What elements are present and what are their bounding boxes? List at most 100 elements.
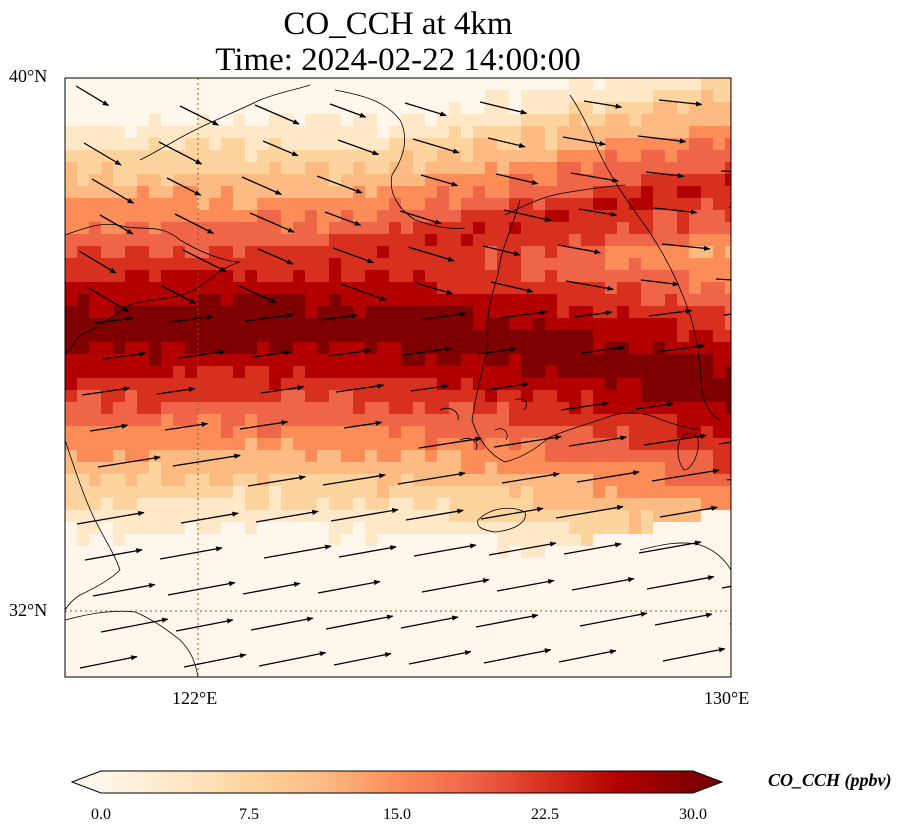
wind-arrow xyxy=(166,177,202,196)
wind-arrow xyxy=(659,505,718,518)
wind-arrow xyxy=(94,316,134,324)
wind-arrow xyxy=(651,468,720,482)
wind-arrow xyxy=(410,383,450,392)
wind-arrow xyxy=(255,509,319,523)
wind-arrow xyxy=(329,103,367,118)
wind-arrow xyxy=(573,310,613,318)
wind-arrow xyxy=(734,99,782,101)
wind-arrow xyxy=(728,206,731,208)
wind-arrow xyxy=(581,345,626,354)
wind-arrow xyxy=(340,283,387,301)
wind-arrow xyxy=(477,347,517,355)
wind-arrow xyxy=(496,579,555,592)
wind-arrow xyxy=(239,420,289,430)
wind-arrow xyxy=(250,616,314,631)
wind-arrow xyxy=(407,246,455,262)
wind-arrow xyxy=(418,436,482,449)
wind-arrow xyxy=(656,343,706,353)
wind-arrow xyxy=(164,421,209,431)
wind-arrow xyxy=(158,141,203,165)
wind-arrow xyxy=(732,367,770,372)
wind-arrow xyxy=(316,175,363,194)
wind-arrow xyxy=(92,583,156,597)
concentration-field xyxy=(65,78,731,677)
wind-arrow xyxy=(645,171,685,179)
wind-arrow xyxy=(78,250,117,274)
wind-arrow xyxy=(167,581,236,596)
wind-arrow xyxy=(726,478,731,481)
wind-arrow xyxy=(179,105,220,126)
wind-arrow xyxy=(402,346,452,356)
wind-arrow xyxy=(322,473,386,486)
wind-arrow xyxy=(161,285,197,305)
wind-arrow xyxy=(501,472,560,484)
wind-arrow xyxy=(488,541,557,556)
wind-arrow xyxy=(661,243,711,251)
wind-arrow xyxy=(646,575,715,590)
colorbar-tick-2: 15.0 xyxy=(383,806,411,823)
wind-arrow xyxy=(498,310,548,319)
wind-arrow xyxy=(405,508,464,521)
wind-arrow xyxy=(254,104,300,125)
wind-arrow xyxy=(404,102,447,117)
wind-arrow xyxy=(653,207,698,215)
coastline-yalu xyxy=(504,184,626,216)
wind-arrow xyxy=(576,470,640,483)
wind-arrow xyxy=(729,623,731,625)
wind-arrow xyxy=(423,311,468,320)
wind-arrow xyxy=(560,401,610,411)
wind-arrow xyxy=(262,140,299,157)
wind-arrow xyxy=(319,313,359,321)
wind-arrow xyxy=(182,249,227,272)
wind-arrow xyxy=(570,172,619,183)
wind-arrow xyxy=(638,540,702,554)
wind-arrow xyxy=(242,581,301,595)
wind-arrow xyxy=(483,648,552,664)
wind-arrow xyxy=(249,212,295,233)
coastlines xyxy=(65,84,731,677)
lat-tick-40n: 40°N xyxy=(9,66,48,86)
wind-arrow xyxy=(330,508,399,522)
wind-arrow xyxy=(738,647,805,660)
wind-arrow xyxy=(479,101,528,115)
wind-arrow xyxy=(735,506,797,517)
wind-arrow xyxy=(247,475,306,487)
wind-arrow xyxy=(102,351,147,360)
wind-arrow xyxy=(99,214,134,235)
wind-arrow xyxy=(635,401,675,410)
wind-arrow xyxy=(583,100,623,109)
wind-arrow xyxy=(183,653,247,668)
wind-arrow xyxy=(337,139,380,156)
wind-arrow xyxy=(263,544,332,559)
wind-arrow xyxy=(325,614,394,630)
wind-arrow xyxy=(558,649,617,663)
wind-arrow xyxy=(563,542,622,555)
wind-arrow xyxy=(83,142,122,166)
map-frame xyxy=(64,77,732,678)
wind-arrow xyxy=(408,650,472,665)
colorbar-tick-4: 30.0 xyxy=(679,806,707,823)
wind-arrow xyxy=(327,348,372,357)
coastline-korea-east xyxy=(569,94,721,421)
wind-arrow xyxy=(743,540,810,552)
wind-arrow xyxy=(399,210,442,225)
wind-arrow xyxy=(252,350,292,358)
wind-arrow xyxy=(400,615,459,629)
wind-vectors xyxy=(75,85,810,669)
wind-arrow xyxy=(89,423,129,432)
colorbar-tick-3: 22.5 xyxy=(531,806,559,823)
wind-arrow xyxy=(643,433,707,446)
wind-arrow xyxy=(338,545,397,558)
wind-arrow xyxy=(413,543,477,557)
wind-arrow xyxy=(487,137,526,148)
wind-arrow xyxy=(485,382,530,391)
wind-arrow xyxy=(97,455,161,468)
colorbar-outline xyxy=(70,770,724,794)
lon-tick-122e: 122°E xyxy=(172,688,218,708)
wind-arrow xyxy=(241,176,282,195)
wind-arrow xyxy=(571,577,635,591)
wind-arrow xyxy=(415,282,454,295)
wind-arrow xyxy=(169,314,214,323)
wind-arrow xyxy=(420,174,459,187)
